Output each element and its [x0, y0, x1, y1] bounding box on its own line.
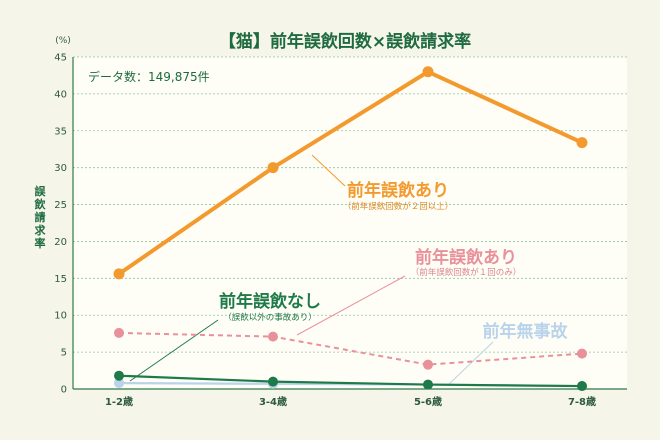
y-tick-label: 25	[54, 200, 67, 211]
series-line-0	[117, 69, 583, 276]
series-2-point	[577, 381, 587, 392]
leader-line	[311, 154, 346, 187]
y-axis-label: 誤飲請求率	[34, 184, 47, 250]
series-line-2	[118, 374, 583, 388]
series-note-1: （前年誤飲回数が１回のみ）	[411, 267, 522, 278]
y-tick-label: 35	[54, 126, 67, 137]
x-tick-label: 5-6歳	[414, 395, 442, 408]
x-ticks: 1-2歳 3-4歳 5-6歳 7-8歳	[105, 395, 596, 408]
unit-label: (%)	[55, 36, 71, 46]
y-tick-label: 30	[54, 163, 67, 174]
series-2-point	[423, 379, 433, 390]
y-tick-label: 15	[54, 274, 67, 285]
x-tick-label: 1-2歳	[105, 395, 133, 408]
series-2-point	[114, 370, 124, 381]
chart-title: 【猫】前年誤飲回数×誤飲請求率	[219, 31, 471, 52]
x-tick-label: 3-4歳	[259, 395, 287, 408]
label-leader-lines	[129, 154, 494, 387]
series-group	[113, 66, 588, 392]
series-3-point	[114, 378, 124, 389]
series-1-point	[577, 348, 587, 359]
series-1-point	[114, 327, 124, 338]
leader-line	[129, 319, 219, 382]
y-tick-label: 45	[54, 53, 67, 64]
series-0-point	[576, 137, 588, 149]
y-tick-label: 10	[54, 311, 67, 322]
leader-line	[296, 275, 406, 336]
series-line-1	[118, 331, 583, 366]
series-0-point	[267, 162, 279, 174]
series-0-point	[422, 66, 434, 78]
y-tick-label: 0	[61, 385, 67, 396]
x-tick-label: 7-8歳	[568, 395, 596, 408]
y-tick-label: 5	[61, 348, 67, 359]
y-tick-label: 40	[54, 89, 67, 100]
series-0-point	[113, 268, 125, 280]
series-label-1: 前年誤飲あり	[415, 247, 517, 268]
series-note-2: （誤飲以外の事故あり）	[223, 312, 317, 323]
series-label-2: 前年誤飲なし	[219, 291, 321, 312]
grid	[72, 56, 627, 390]
series-labels: 前年誤飲あり（前年誤飲回数が２回以上）前年誤飲あり（前年誤飲回数が１回のみ）前年…	[219, 180, 568, 342]
leader-line	[446, 341, 494, 387]
series-note-0: （前年誤飲回数が２回以上）	[343, 201, 454, 212]
data-count-label: データ数：149,875件	[88, 69, 210, 84]
series-2-point	[268, 376, 278, 387]
series-1-point	[423, 359, 433, 370]
series-label-3: 前年無事故	[483, 321, 569, 342]
y-tick-label: 20	[54, 237, 67, 248]
y-ticks: 0 5 10 15 20 25 30 35 40 45	[54, 53, 67, 396]
series-label-0: 前年誤飲あり	[347, 180, 449, 201]
series-1-point	[268, 331, 278, 342]
